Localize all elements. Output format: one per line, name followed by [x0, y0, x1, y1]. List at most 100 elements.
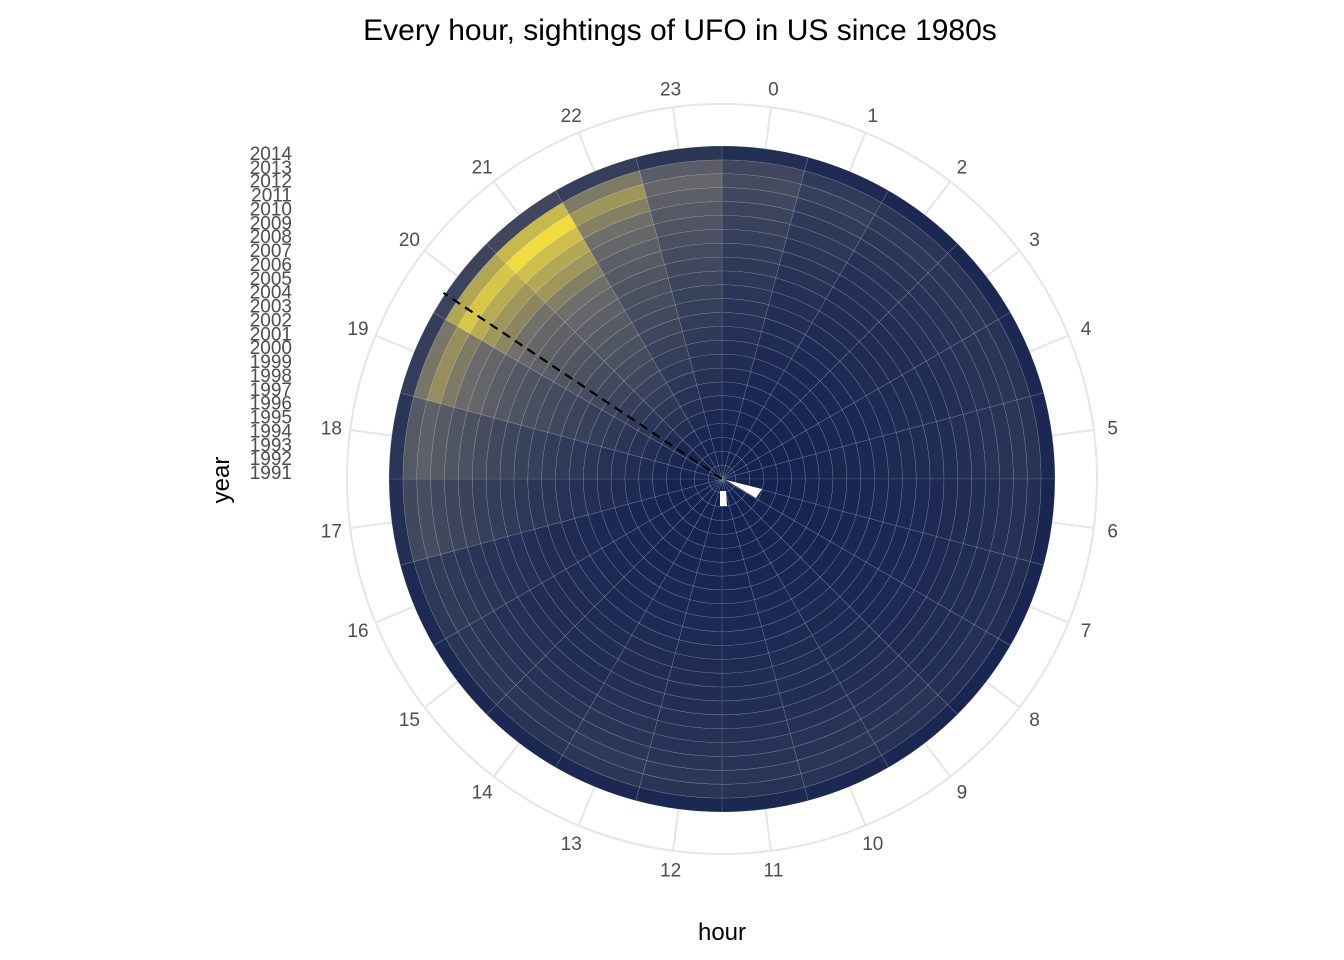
tile-h6-y2009: [962, 478, 986, 548]
tile-h2-y2013: [874, 202, 949, 264]
grid-spoke-4: [1029, 334, 1069, 353]
tile-h9-y2009: [846, 655, 909, 708]
tile-h9-y2002: [797, 586, 841, 624]
tile-h22-y2004: [624, 291, 676, 324]
tile-h4-y1996: [781, 436, 803, 462]
tile-h0-y2008: [721, 228, 788, 252]
tile-h2-y2003: [804, 322, 850, 362]
tile-h23-y2004: [671, 284, 723, 306]
year-tick-label-1992: 1992: [250, 449, 292, 470]
tile-h15-y2006: [529, 582, 576, 637]
tile-h22-y2007: [603, 250, 665, 288]
tile-h12-y2002: [678, 626, 723, 646]
tile-h23-y1999: [689, 353, 723, 373]
hour-tick-label-16: 16: [347, 621, 368, 642]
tile-h23-y2002: [678, 312, 723, 332]
tile-h18-y2003: [541, 431, 562, 480]
tile-h18-y1992: [693, 471, 709, 480]
tile-h6-y2001: [855, 478, 875, 519]
tile-h0-y1992: [721, 450, 730, 466]
tile-h15-y1992: [697, 485, 713, 500]
hour-tick-label-15: 15: [399, 710, 420, 731]
tile-h23-y2006: [664, 256, 723, 279]
tile-h20-y2011: [469, 272, 527, 341]
grid-spoke-14: [492, 742, 521, 778]
center-wedge-south: [720, 491, 727, 506]
outer-grid-circle: [346, 103, 1098, 855]
tile-h5-y1995: [775, 460, 792, 480]
tile-h0-y1994: [721, 423, 737, 440]
year-tick-label-1993: 1993: [250, 435, 292, 456]
tile-h19-y2014: [399, 312, 447, 397]
tile-h9-y1998: [770, 547, 801, 576]
tile-h0-y1991: [721, 464, 726, 480]
tile-h13-y2010: [582, 706, 655, 748]
tile-h16-y1998: [614, 503, 639, 535]
tile-h12-y1993: [710, 505, 723, 521]
tile-h19-y2007: [493, 360, 531, 422]
tile-h23-y1997: [696, 381, 723, 399]
tile-h20-y1999: [613, 390, 644, 424]
tile-h21-y2005: [574, 298, 626, 343]
tile-h13-y1996: [679, 538, 705, 560]
tile-h16-y2014: [399, 561, 447, 646]
tile-h18-y2009: [458, 410, 482, 480]
grid-spoke-19: [375, 334, 415, 353]
tile-h9-y2012: [867, 684, 939, 744]
tile-h9-y2000: [784, 566, 821, 600]
tile-h9-y1996: [756, 527, 782, 552]
grid-spoke-5: [1052, 429, 1094, 437]
grid-spoke-1: [848, 132, 867, 172]
tile-h2-y2000: [784, 358, 821, 392]
chart-title: Every hour, sightings of UFO in US since…: [363, 14, 997, 47]
year-tick-labels: 1991199219931994199519961997199819992000…: [250, 144, 293, 484]
grid-spoke-9: [923, 742, 952, 778]
tile-h20-y1993: [685, 449, 703, 466]
tile-h7-y2007: [913, 536, 951, 598]
tile-h11-y1995: [721, 532, 741, 549]
tile-h21-y1995: [672, 418, 695, 441]
tile-h23-y1995: [703, 409, 723, 426]
tile-h22-y2006: [610, 264, 669, 300]
year-tick-label-1999: 1999: [250, 352, 292, 373]
tile-h13-y2009: [589, 694, 658, 735]
tile-h12-y2010: [649, 733, 723, 757]
tile-h4-y1998: [805, 423, 830, 455]
tile-h16-y2007: [493, 536, 531, 598]
grid-spoke-17: [350, 521, 392, 529]
tile-h6-y2002: [869, 478, 889, 523]
tile-h12-y1995: [703, 532, 723, 549]
tile-h15-y2000: [601, 541, 635, 578]
grid-spoke-6: [1052, 521, 1094, 529]
year-tick-label-2002: 2002: [250, 310, 292, 331]
tile-h15-y1993: [685, 492, 703, 509]
tile-h23-y2007: [660, 242, 723, 265]
tile-h10-y2007: [779, 670, 841, 708]
grid-spoke-21: [492, 180, 521, 216]
tile-h4-y1999: [817, 416, 843, 451]
hour-tick-label-3: 3: [1029, 230, 1040, 251]
grid-spoke-2: [923, 180, 952, 216]
hour-tick-label-22: 22: [561, 106, 582, 127]
tile-h13-y2000: [652, 586, 691, 614]
tile-h15-y2012: [457, 624, 517, 696]
tile-h13-y2004: [624, 634, 676, 667]
tile-h15-y2002: [577, 554, 615, 598]
tile-h6-y2008: [949, 478, 973, 545]
tile-h6-y2003: [882, 478, 903, 527]
tile-h10-y1997: [743, 550, 771, 574]
tile-h0-y1993: [721, 437, 734, 453]
tile-h9-y2004: [811, 606, 860, 648]
tile-h9-y2006: [825, 625, 880, 672]
year-tick-label-1997: 1997: [250, 380, 292, 401]
hour-tick-label-12: 12: [660, 861, 681, 882]
tile-h22-y2005: [617, 277, 673, 312]
tile-h3-y2005: [858, 331, 903, 383]
tile-h14-y1994: [682, 508, 702, 528]
tile-h19-y1997: [627, 430, 651, 458]
tile-h6-y1994: [761, 478, 778, 494]
tile-h19-y2000: [587, 409, 615, 448]
tile-h2-y1998: [770, 382, 801, 411]
tile-h23-y2003: [674, 298, 723, 319]
